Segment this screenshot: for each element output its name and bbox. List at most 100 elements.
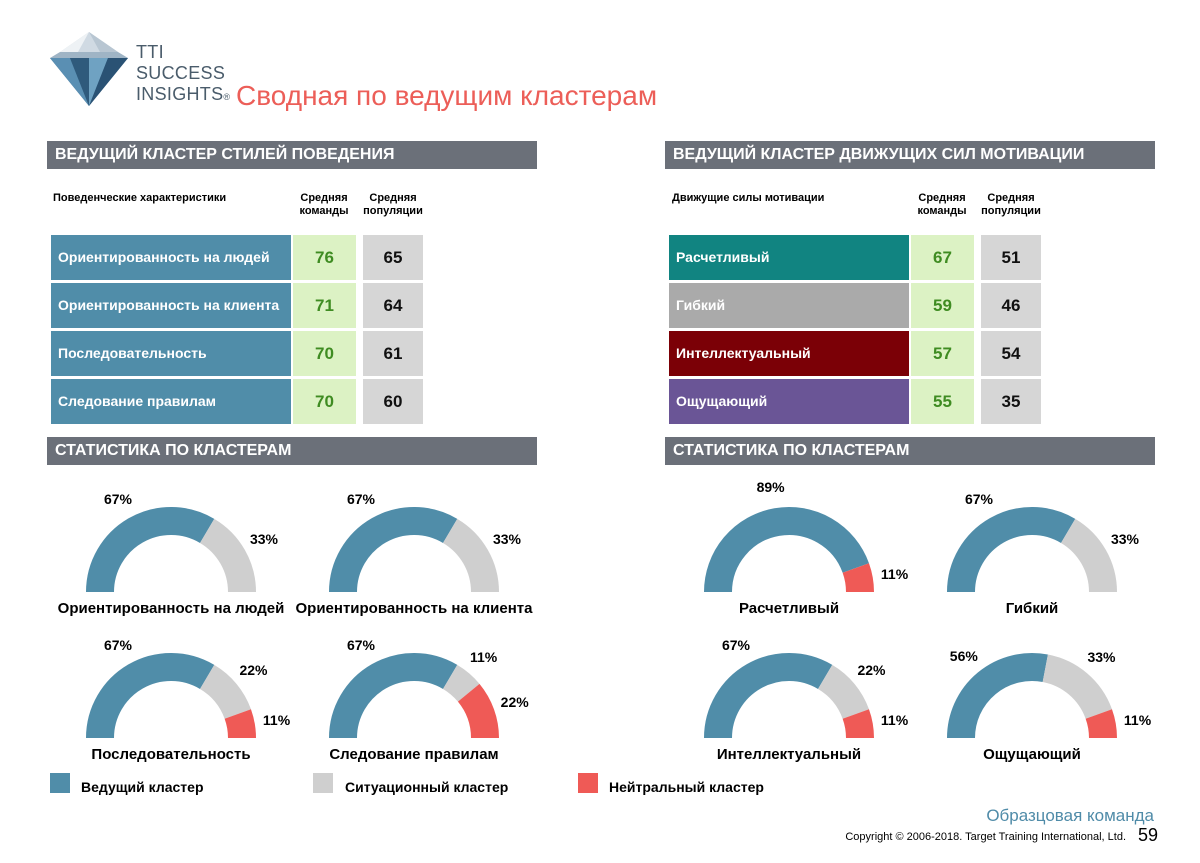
gauge-pct-situational: 22%	[239, 661, 268, 678]
motivation-team-value: 57	[911, 331, 974, 376]
logo-line-2: SUCCESS	[136, 63, 226, 83]
gauge-pct-leading: 67%	[346, 637, 376, 654]
behavior-team-value: 70	[293, 379, 356, 424]
behavior-row-label: Ориентированность на людей	[51, 235, 291, 280]
behavior-col-name: Поведенческие характеристики	[53, 192, 227, 204]
legend-label-situational: Ситуационный кластер	[345, 779, 509, 795]
gauge-pct-neutral: 11%	[262, 711, 291, 728]
motivation-pop-value: 51	[981, 235, 1041, 280]
legend-swatch-situational	[313, 773, 333, 793]
footer-page-number: 59	[1137, 825, 1158, 845]
motivation-section-header: ВЕДУЩИЙ КЛАСТЕР ДВИЖУЩИХ СИЛ МОТИВАЦИИ	[665, 141, 1155, 169]
registered-mark: ®	[223, 92, 231, 102]
behavior-row-label: Ориентированность на клиента	[51, 283, 291, 328]
page-title: Сводная по ведущим кластерам	[236, 80, 658, 111]
behavior-team-value: 76	[293, 235, 356, 280]
gauge-title: Гибкий	[1005, 600, 1059, 617]
legend-label-neutral: Нейтральный кластер	[609, 779, 764, 795]
gauge-title: Ориентированность на людей	[57, 600, 285, 617]
behavior-col-team: Средняя команды	[299, 192, 349, 217]
gauge-title: Ориентированность на клиента	[295, 600, 533, 617]
gauge-pct-leading: 89%	[756, 478, 785, 495]
gauge-segment-leading	[86, 507, 215, 593]
motivation-team-value: 55	[911, 379, 974, 424]
gauge-segment-situational	[1042, 654, 1112, 720]
gauge-title: Последовательность	[91, 746, 251, 763]
gauge-segment-leading	[947, 653, 1048, 739]
gauge-pct-leading: 67%	[346, 491, 376, 508]
gauge-pct-leading: 67%	[103, 637, 133, 654]
gauge-segment-neutral	[224, 709, 256, 739]
motivation-col-name: Движущие силы мотивации	[672, 192, 825, 204]
gauge-title: Следование правилам	[329, 746, 499, 763]
gauge-segment-situational	[442, 664, 480, 703]
behavior-col-pop: Средняя популяции	[363, 192, 423, 217]
stats-section-header-left: СТАТИСТИКА ПО КЛАСТЕРАМ	[47, 437, 537, 465]
logo-line-1: TTI	[136, 42, 164, 62]
behavior-row-label: Последовательность	[51, 331, 291, 376]
footer-copyright: Copyright © 2006-2018. Target Training I…	[845, 831, 1126, 843]
gauge-segment-situational	[442, 518, 499, 593]
behavior-pop-value: 64	[363, 283, 423, 328]
behavior-pop-value: 65	[363, 235, 423, 280]
gauge-segment-leading	[329, 653, 458, 739]
gauge-segment-neutral	[842, 709, 874, 739]
motivation-pop-value: 54	[981, 331, 1041, 376]
gauge-segment-neutral	[1085, 709, 1117, 739]
behavior-pop-value: 60	[363, 379, 423, 424]
stats-section-header-right: СТАТИСТИКА ПО КЛАСТЕРАМ	[665, 437, 1155, 465]
gauge-pct-situational: 33%	[249, 530, 278, 547]
diamond-logo-icon	[50, 32, 128, 106]
motivation-row-label: Гибкий	[669, 283, 909, 328]
gauge-pct-neutral: 22%	[500, 693, 529, 710]
behavior-row-label: Следование правилам	[51, 379, 291, 424]
legend-swatch-leading	[50, 773, 70, 793]
gauge-segment-leading	[704, 507, 869, 593]
gauge-pct-neutral: 11%	[880, 565, 909, 582]
behavior-team-value: 70	[293, 331, 356, 376]
footer-team-name: Образцовая команда	[986, 806, 1154, 825]
gauge-pct-neutral: 11%	[1123, 711, 1152, 728]
gauge-pct-situational: 22%	[857, 661, 886, 678]
logo-line-3: INSIGHTS®	[136, 84, 231, 104]
gauge-segment-leading	[947, 507, 1076, 593]
gauge-segment-neutral	[842, 563, 874, 593]
gauge-segment-situational	[817, 664, 869, 720]
gauge-pct-leading: 67%	[721, 637, 751, 654]
gauge-pct-leading: 67%	[103, 491, 133, 508]
legend-swatch-neutral	[578, 773, 598, 793]
behavior-section-header: ВЕДУЩИЙ КЛАСТЕР СТИЛЕЙ ПОВЕДЕНИЯ	[47, 141, 537, 169]
gauge-title: Ощущающий	[983, 746, 1081, 763]
gauge-segment-situational	[199, 518, 256, 593]
legend-label-leading: Ведущий кластер	[81, 779, 204, 795]
gauge-segment-leading	[329, 507, 458, 593]
behavior-team-value: 71	[293, 283, 356, 328]
behavior-pop-value: 61	[363, 331, 423, 376]
gauge-pct-leading: 67%	[964, 491, 994, 508]
motivation-team-value: 67	[911, 235, 974, 280]
motivation-pop-value: 46	[981, 283, 1041, 328]
gauge-title: Интеллектуальный	[716, 746, 862, 763]
motivation-col-team: Средняя команды	[917, 192, 967, 217]
motivation-row-label: Ощущающий	[669, 379, 909, 424]
gauge-segment-neutral	[457, 683, 499, 739]
motivation-col-pop: Средняя популяции	[981, 192, 1041, 217]
tti-logo: TTI SUCCESS INSIGHTS®	[48, 28, 238, 110]
gauge-pct-situational: 33%	[492, 530, 521, 547]
gauge-segment-situational	[199, 664, 251, 720]
gauge-segment-situational	[1060, 518, 1117, 593]
gauge-pct-situational: 33%	[1087, 648, 1116, 665]
gauge-pct-situational: 11%	[469, 648, 498, 665]
motivation-row-label: Интеллектуальный	[669, 331, 909, 376]
gauge-pct-neutral: 11%	[880, 711, 909, 728]
motivation-row-label: Расчетливый	[669, 235, 909, 280]
motivation-team-value: 59	[911, 283, 974, 328]
gauge-segment-leading	[704, 653, 833, 739]
